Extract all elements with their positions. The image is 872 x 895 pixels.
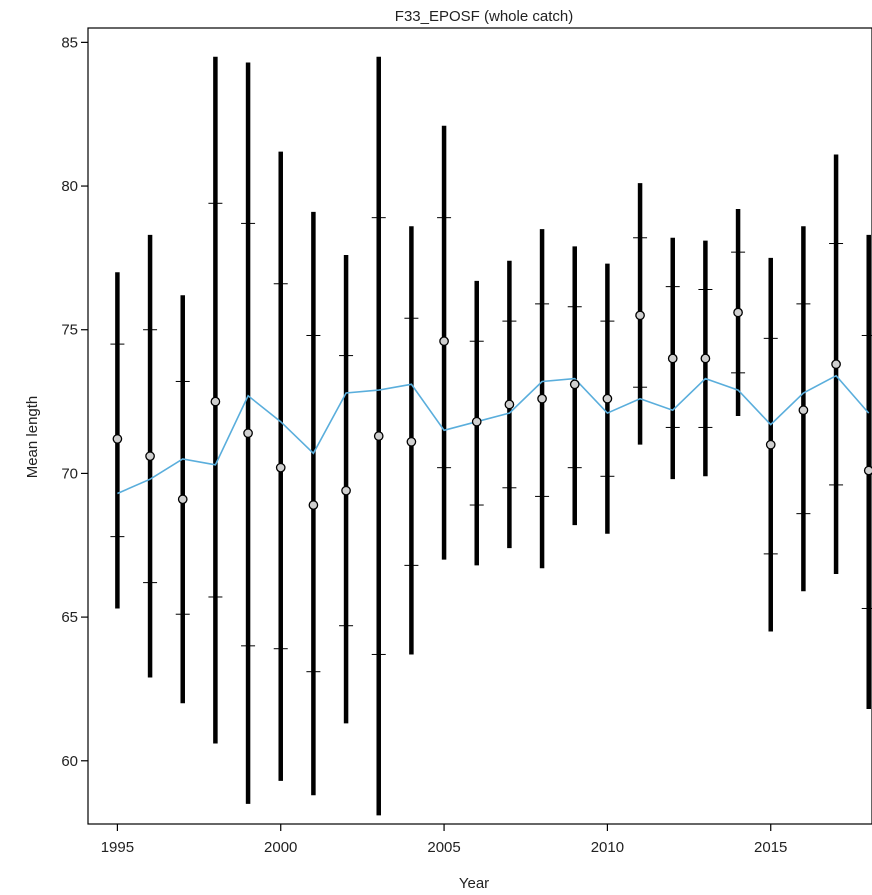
plot-frame	[87, 27, 872, 825]
trend-line-layer	[117, 374, 870, 495]
x-axis-label: Year	[459, 875, 489, 892]
y-tick-label: 85	[61, 34, 78, 51]
data-point	[243, 428, 253, 439]
data-point	[667, 353, 678, 364]
y-tick-label: 75	[61, 322, 78, 339]
x-tick-label: 2005	[427, 839, 460, 856]
y-tick-label: 60	[61, 753, 78, 770]
y-tick-label: 80	[61, 178, 78, 195]
data-point	[373, 431, 384, 441]
data-point	[537, 393, 547, 404]
data-point	[765, 439, 776, 450]
data-point	[798, 405, 809, 416]
data-point	[341, 485, 351, 496]
data-point	[831, 359, 841, 370]
data-point	[863, 465, 872, 476]
data-point	[733, 307, 743, 318]
x-tick-label: 2015	[754, 839, 787, 856]
x-tick-label: 2010	[591, 839, 624, 856]
data-point	[145, 451, 155, 462]
y-tick-label: 70	[61, 465, 78, 482]
chart-title: F33_EPOSF (whole catch)	[395, 8, 573, 25]
points	[112, 307, 872, 510]
x-tick-label: 2000	[264, 839, 297, 856]
data-point	[471, 416, 482, 427]
error-bars	[110, 56, 872, 816]
y-axis: 60 65 70 75 80 85	[61, 34, 88, 770]
x-tick-label: 1995	[101, 839, 134, 856]
data-point	[275, 462, 286, 473]
data-point	[308, 500, 319, 510]
data-point	[439, 336, 449, 347]
data-point	[504, 399, 515, 410]
y-tick-label: 65	[61, 609, 78, 626]
data-point	[700, 353, 711, 364]
y-axis-label: Mean length	[24, 396, 41, 479]
data-point	[112, 434, 123, 444]
data-point	[177, 494, 188, 505]
x-axis: 1995 2000 2005 2010 2015	[101, 824, 787, 856]
data-point	[569, 379, 580, 390]
data-point	[210, 396, 221, 407]
data-point	[602, 393, 613, 404]
trend-line	[117, 374, 870, 495]
data-point	[406, 436, 417, 447]
data-point	[635, 310, 645, 321]
